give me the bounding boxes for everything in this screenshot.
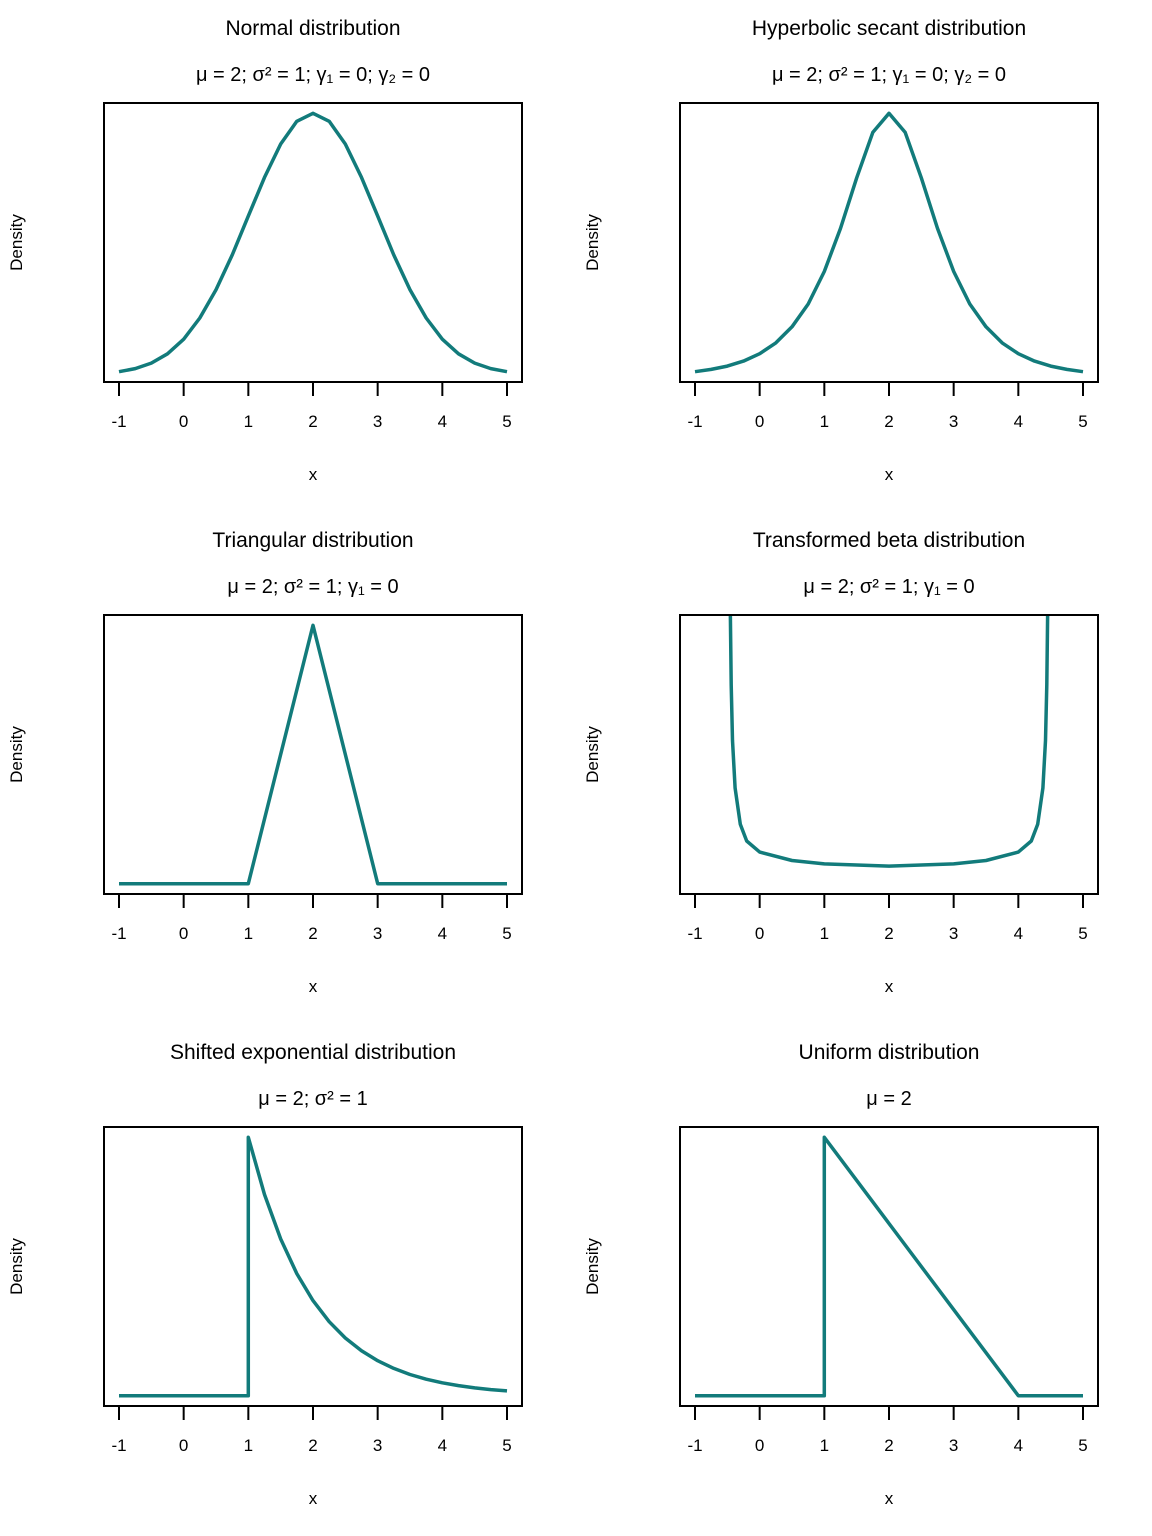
plot-frame: [679, 614, 1099, 895]
x-axis-label: x: [309, 977, 318, 996]
y-axis-label: Density: [583, 726, 602, 783]
x-tick-label: 5: [1078, 1436, 1087, 1455]
plot-frame: [679, 102, 1099, 383]
x-tick-label: 4: [438, 1436, 447, 1455]
panel-title: Shifted exponential distribution: [170, 1041, 456, 1064]
x-tick-label: 0: [179, 412, 188, 431]
x-tick-label: 2: [884, 1436, 893, 1455]
plot-frame: [679, 1126, 1099, 1407]
plot-frame: [103, 1126, 523, 1407]
x-tick-label: -1: [687, 412, 702, 431]
y-axis-label: Density: [7, 214, 26, 271]
panel-subtitle: μ = 2; σ² = 1; γ₁ = 0: [227, 576, 398, 598]
y-axis-label: Density: [7, 726, 26, 783]
density-curve: [119, 623, 507, 886]
x-tick-label: 2: [884, 412, 893, 431]
x-tick-label: 4: [1014, 924, 1023, 943]
panel-subtitle: μ = 2; σ² = 1; γ₁ = 0; γ₂ = 0: [196, 64, 430, 86]
x-tick-label: 5: [1078, 412, 1087, 431]
density-curve: [694, 111, 1084, 374]
x-tick-label: 3: [373, 1436, 382, 1455]
x-tick-label: 4: [1014, 1436, 1023, 1455]
x-tick-label: 1: [244, 1436, 253, 1455]
x-tick-label: -1: [111, 1436, 126, 1455]
x-tick-label: 4: [438, 412, 447, 431]
x-tick-label: 0: [755, 412, 764, 431]
x-tick-label: 5: [502, 1436, 511, 1455]
x-tick-label: 2: [308, 1436, 317, 1455]
x-tick-label: 3: [949, 1436, 958, 1455]
panel-4: Shifted exponential distribution μ = 2; σ…: [7, 1041, 523, 1508]
panel-0: Normal distribution μ = 2; σ² = 1; γ₁ = 0…: [7, 17, 523, 484]
x-axis-label: x: [885, 465, 894, 484]
x-tick-label: 4: [1014, 412, 1023, 431]
x-axis-label: x: [309, 1489, 318, 1508]
density-curve: [728, 615, 1050, 868]
panel-subtitle: μ = 2; σ² = 1: [258, 1088, 367, 1110]
x-tick-label: 2: [308, 412, 317, 431]
panel-subtitle: μ = 2; σ² = 1; γ₁ = 0; γ₂ = 0: [772, 64, 1006, 86]
x-tick-label: 4: [438, 924, 447, 943]
panel-2: Triangular distribution μ = 2; σ² = 1; γ₁…: [7, 529, 523, 996]
x-tick-label: 1: [820, 924, 829, 943]
x-tick-label: -1: [111, 412, 126, 431]
x-tick-label: 0: [755, 924, 764, 943]
x-tick-label: 5: [502, 924, 511, 943]
x-tick-label: -1: [687, 1436, 702, 1455]
x-tick-label: 3: [949, 924, 958, 943]
x-tick-label: 2: [308, 924, 317, 943]
y-axis-label: Density: [7, 1238, 26, 1295]
y-axis-label: Density: [583, 214, 602, 271]
density-curve: [118, 111, 508, 374]
panel-3: Transformed beta distribution μ = 2; σ² =…: [583, 529, 1099, 996]
density-curve: [119, 1135, 508, 1398]
x-tick-label: 1: [244, 412, 253, 431]
panel-title: Transformed beta distribution: [753, 529, 1025, 552]
panel-title: Triangular distribution: [212, 529, 413, 552]
x-tick-label: 3: [373, 924, 382, 943]
panel-5: Uniform distribution μ = 2 x Density -1 0 1 2 3 4…: [583, 1041, 1099, 1508]
x-tick-label: 3: [373, 412, 382, 431]
x-tick-label: 2: [884, 924, 893, 943]
panel-title: Normal distribution: [225, 17, 400, 40]
panel-title: Uniform distribution: [799, 1041, 980, 1064]
x-tick-label: 5: [502, 412, 511, 431]
x-axis-label: x: [309, 465, 318, 484]
x-tick-label: 1: [244, 924, 253, 943]
y-axis-label: Density: [583, 1238, 602, 1295]
panel-subtitle: μ = 2: [866, 1088, 911, 1110]
x-axis-label: x: [885, 1489, 894, 1508]
panel-title: Hyperbolic secant distribution: [752, 17, 1026, 40]
x-tick-label: 3: [949, 412, 958, 431]
density-curve: [695, 1135, 1083, 1398]
x-tick-label: -1: [111, 924, 126, 943]
x-tick-label: 0: [179, 1436, 188, 1455]
x-axis-label: x: [885, 977, 894, 996]
panel-1: Hyperbolic secant distribution μ = 2; σ² …: [583, 17, 1099, 484]
plot-frame: [103, 614, 523, 895]
x-tick-label: 0: [755, 1436, 764, 1455]
x-tick-label: 1: [820, 412, 829, 431]
x-tick-label: -1: [687, 924, 702, 943]
x-tick-label: 0: [179, 924, 188, 943]
plot-frame: [103, 102, 523, 383]
x-tick-label: 5: [1078, 924, 1087, 943]
panel-subtitle: μ = 2; σ² = 1; γ₁ = 0: [803, 576, 974, 598]
x-tick-label: 1: [820, 1436, 829, 1455]
